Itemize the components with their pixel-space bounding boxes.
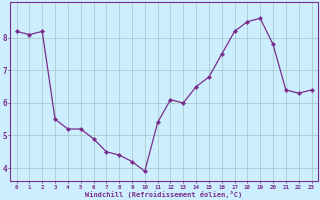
X-axis label: Windchill (Refroidissement éolien,°C): Windchill (Refroidissement éolien,°C)	[85, 191, 243, 198]
